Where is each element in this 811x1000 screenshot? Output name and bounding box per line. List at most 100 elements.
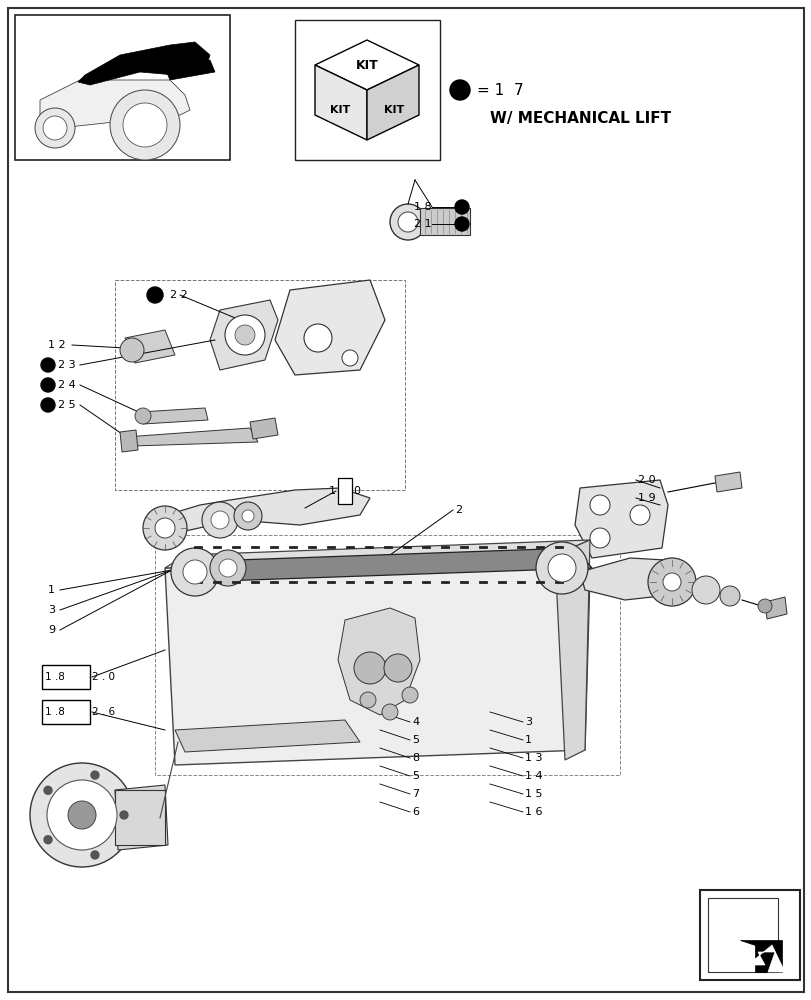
Polygon shape — [315, 40, 418, 90]
Text: 2: 2 — [454, 505, 461, 515]
Polygon shape — [175, 720, 359, 752]
Text: 2 2: 2 2 — [169, 290, 187, 300]
Text: 2 1: 2 1 — [414, 219, 431, 229]
Text: 1 2: 1 2 — [48, 340, 66, 350]
Circle shape — [454, 200, 469, 214]
Circle shape — [135, 408, 151, 424]
Text: 1: 1 — [525, 735, 531, 745]
Polygon shape — [165, 60, 215, 80]
Circle shape — [91, 771, 99, 779]
Bar — [155, 535, 620, 775]
Circle shape — [44, 786, 52, 794]
Text: 1 8: 1 8 — [414, 202, 431, 212]
Circle shape — [397, 212, 418, 232]
Circle shape — [210, 550, 246, 586]
Text: 1 .8: 1 .8 — [45, 672, 65, 682]
Polygon shape — [78, 42, 210, 85]
Circle shape — [354, 652, 385, 684]
Polygon shape — [554, 540, 590, 760]
Text: W/ MECHANICAL LIFT: W/ MECHANICAL LIFT — [489, 111, 671, 126]
Circle shape — [535, 542, 587, 594]
Circle shape — [691, 576, 719, 604]
Circle shape — [401, 687, 418, 703]
Circle shape — [359, 692, 375, 708]
Text: KIT: KIT — [355, 59, 378, 72]
Bar — [294, 20, 440, 160]
Circle shape — [155, 518, 175, 538]
Circle shape — [225, 315, 264, 355]
Text: 0: 0 — [353, 486, 359, 496]
Text: 5: 5 — [411, 771, 418, 781]
Polygon shape — [574, 480, 667, 558]
Polygon shape — [275, 280, 384, 375]
Circle shape — [234, 325, 255, 345]
Polygon shape — [419, 208, 470, 235]
Circle shape — [122, 103, 167, 147]
Circle shape — [719, 586, 739, 606]
Text: 1 4: 1 4 — [525, 771, 542, 781]
Circle shape — [109, 90, 180, 160]
Text: 2 5: 2 5 — [58, 400, 75, 410]
Circle shape — [590, 495, 609, 515]
Polygon shape — [707, 898, 777, 972]
Polygon shape — [120, 430, 138, 452]
Text: 1 3: 1 3 — [525, 753, 542, 763]
Circle shape — [68, 801, 96, 829]
Polygon shape — [165, 540, 590, 568]
Circle shape — [590, 528, 609, 548]
Circle shape — [219, 559, 237, 577]
Text: 1 6: 1 6 — [525, 807, 542, 817]
Circle shape — [384, 654, 411, 682]
Text: 3: 3 — [525, 717, 531, 727]
Circle shape — [41, 378, 55, 392]
Polygon shape — [210, 300, 277, 370]
Circle shape — [30, 763, 134, 867]
Polygon shape — [315, 65, 367, 140]
Bar — [15, 15, 230, 160]
Bar — [699, 890, 799, 980]
Polygon shape — [125, 428, 258, 446]
Circle shape — [381, 704, 397, 720]
Text: = 1  7: = 1 7 — [476, 83, 523, 98]
Polygon shape — [714, 472, 741, 492]
Text: 9: 9 — [48, 625, 55, 635]
Circle shape — [47, 780, 117, 850]
Text: 2 . 6: 2 . 6 — [92, 707, 115, 717]
Bar — [337, 478, 351, 504]
Circle shape — [182, 560, 207, 584]
Text: KIT: KIT — [384, 105, 404, 115]
Circle shape — [44, 836, 52, 844]
Bar — [42, 700, 90, 724]
Polygon shape — [115, 785, 168, 850]
Polygon shape — [165, 555, 590, 765]
Circle shape — [120, 811, 128, 819]
Circle shape — [629, 505, 649, 525]
Circle shape — [647, 558, 695, 606]
Circle shape — [147, 287, 163, 303]
Circle shape — [242, 510, 254, 522]
Polygon shape — [367, 65, 418, 140]
Bar — [42, 665, 90, 689]
Text: 1 9: 1 9 — [637, 493, 654, 503]
Circle shape — [757, 599, 771, 613]
Polygon shape — [764, 597, 786, 619]
Text: 2 4: 2 4 — [58, 380, 75, 390]
Polygon shape — [125, 330, 175, 363]
Circle shape — [91, 851, 99, 859]
Text: 4: 4 — [411, 717, 418, 727]
Circle shape — [389, 204, 426, 240]
Polygon shape — [747, 945, 784, 972]
Polygon shape — [250, 418, 277, 439]
Text: 2 0: 2 0 — [637, 475, 654, 485]
Circle shape — [211, 511, 229, 529]
Circle shape — [171, 548, 219, 596]
Circle shape — [202, 502, 238, 538]
Circle shape — [341, 350, 358, 366]
Text: 3: 3 — [48, 605, 55, 615]
Circle shape — [120, 338, 144, 362]
Circle shape — [663, 573, 680, 591]
Text: 6: 6 — [411, 807, 418, 817]
Polygon shape — [139, 408, 208, 424]
Circle shape — [43, 116, 67, 140]
Polygon shape — [739, 940, 781, 972]
